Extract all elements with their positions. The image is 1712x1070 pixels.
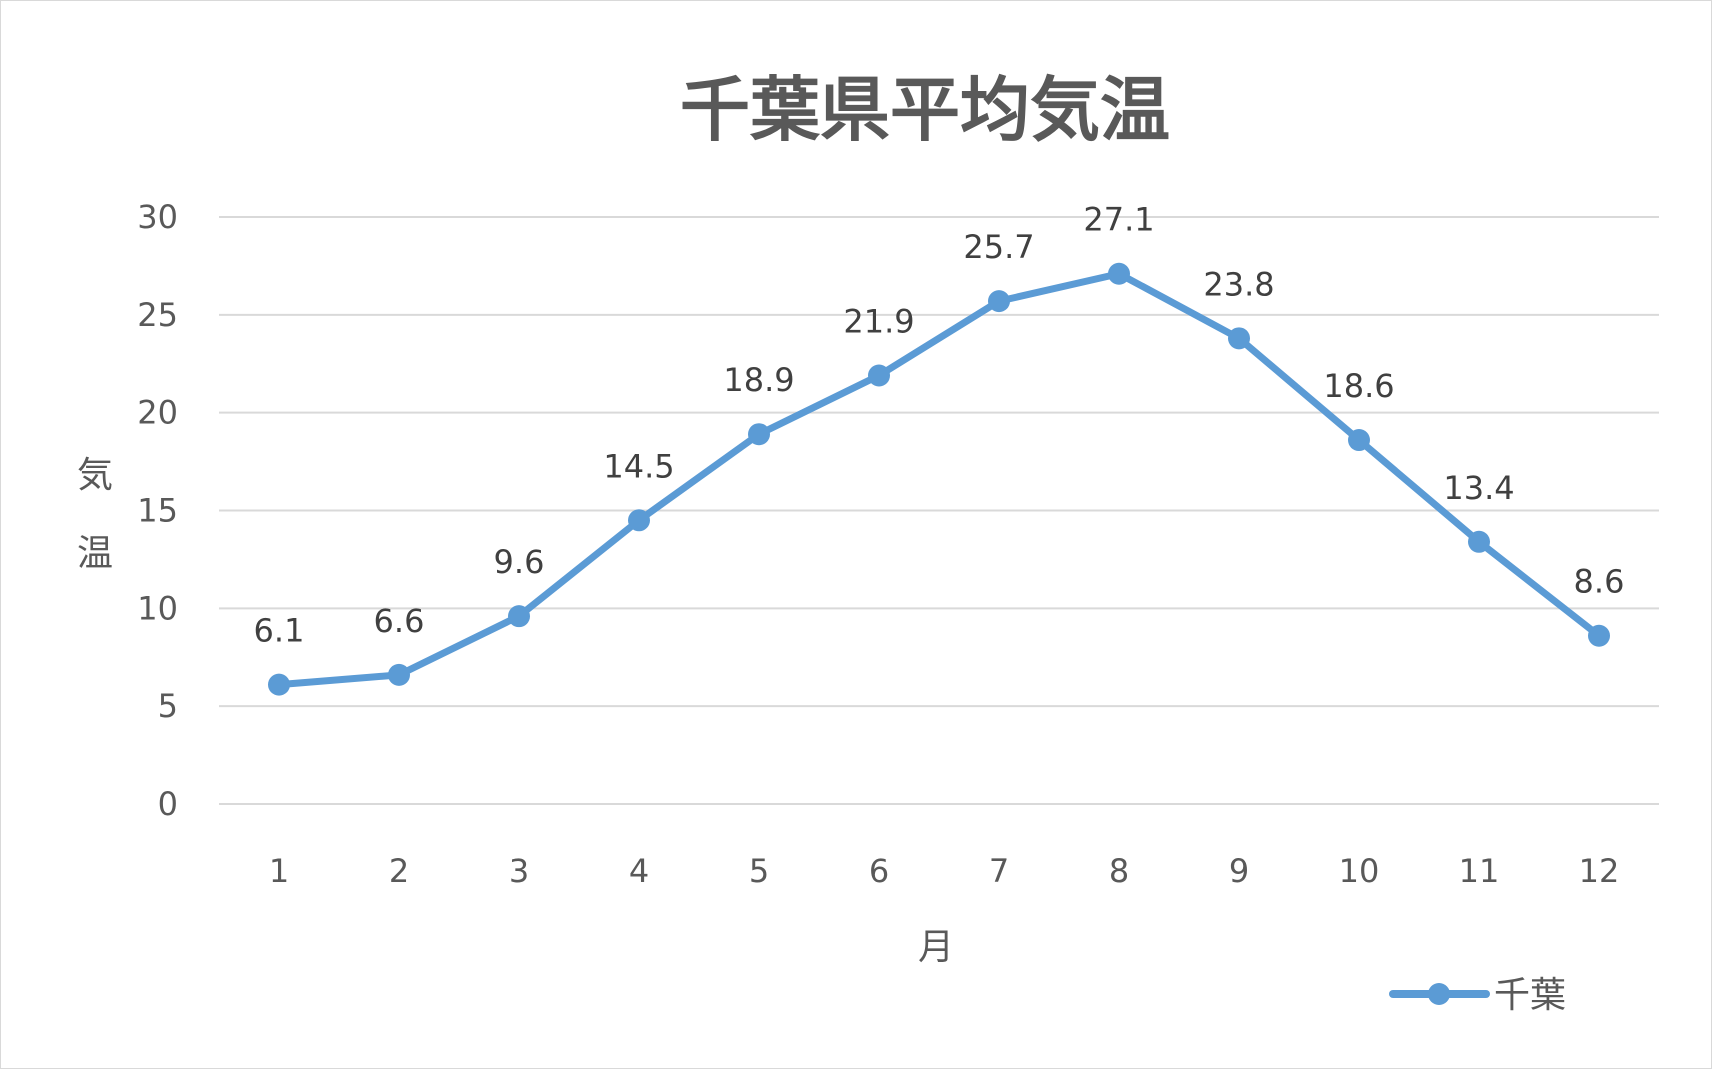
data-label: 6.6: [374, 602, 425, 640]
x-tick-label: 12: [1579, 852, 1620, 890]
x-tick-label: 7: [989, 852, 1009, 890]
data-point: [628, 509, 650, 532]
data-label: 18.6: [1323, 367, 1394, 405]
y-tick-label: 30: [137, 198, 178, 236]
data-point: [988, 290, 1010, 313]
x-tick-label: 4: [629, 852, 649, 890]
chart-title: 千葉県平均気温: [680, 69, 1170, 151]
data-point: [1348, 429, 1370, 452]
x-tick-label: 9: [1229, 852, 1249, 890]
legend-label: 千葉: [1494, 975, 1566, 1016]
data-point: [1228, 327, 1250, 350]
data-point: [508, 605, 530, 628]
data-label: 8.6: [1574, 563, 1625, 601]
x-tick-label: 2: [389, 852, 409, 890]
series-layer: [268, 262, 1610, 696]
data-label: 21.9: [843, 302, 914, 340]
y-tick-label: 0: [158, 785, 178, 823]
x-tick-label: 10: [1339, 852, 1380, 890]
y-axis-title-char: 温: [77, 533, 113, 574]
gridlines: [219, 216, 1659, 805]
x-tick-label: 1: [269, 852, 289, 890]
data-point: [868, 364, 890, 387]
data-point: [1588, 624, 1610, 647]
y-tick-label: 25: [137, 296, 178, 334]
data-label: 23.8: [1203, 265, 1274, 303]
data-label: 18.9: [723, 361, 794, 399]
y-tick-label: 20: [137, 394, 178, 432]
y-axis-ticks: 0 5 10 15 20 25 30: [137, 198, 178, 823]
data-point: [388, 663, 410, 686]
legend-point-marker: [1428, 983, 1450, 1005]
legend: 千葉: [1389, 975, 1566, 1016]
data-label: 25.7: [963, 228, 1034, 266]
x-tick-label: 11: [1459, 852, 1500, 890]
x-tick-label: 6: [869, 852, 889, 890]
x-axis-title: 月: [918, 927, 954, 968]
series-line-千葉: [275, 270, 1603, 689]
x-tick-label: 3: [509, 852, 529, 890]
x-axis-ticks: 1 2 3 4 5 6 7 8 9 10 11 12: [269, 852, 1620, 890]
y-axis-title: 気温: [77, 455, 113, 574]
data-label: 14.5: [603, 447, 674, 485]
data-label: 9.6: [494, 543, 545, 581]
y-axis-title-char: 気: [77, 455, 113, 496]
data-point: [268, 673, 290, 696]
y-tick-label: 5: [158, 687, 178, 725]
data-label: 27.1: [1083, 201, 1154, 239]
data-labels: 6.1 6.6 9.6 14.5 18.9 21.9 25.7 27.1 23.8 18.6 13.…: [254, 201, 1625, 650]
x-tick-label: 8: [1109, 852, 1129, 890]
data-point: [1108, 262, 1130, 285]
data-label: 13.4: [1443, 469, 1514, 507]
y-tick-label: 10: [137, 589, 178, 627]
data-label: 6.1: [254, 612, 305, 650]
x-tick-label: 5: [749, 852, 769, 890]
data-point: [1468, 530, 1490, 553]
y-tick-label: 15: [137, 492, 178, 530]
data-point: [748, 423, 770, 446]
